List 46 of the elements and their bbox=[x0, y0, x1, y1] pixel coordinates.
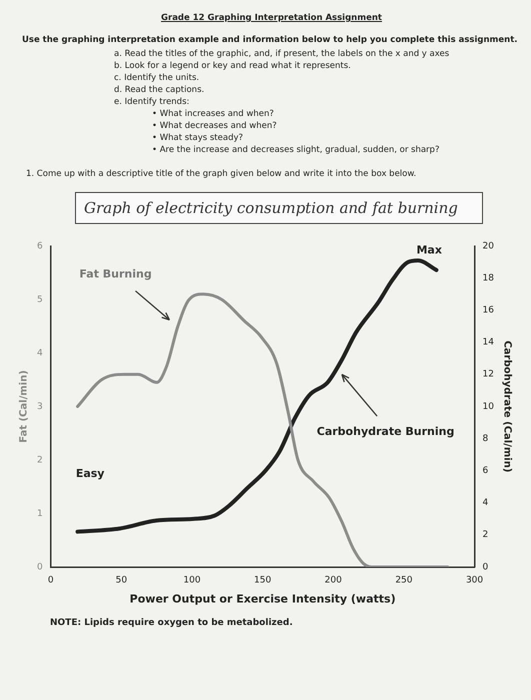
text: b. Look for a legend or key and read what it represents. bbox=[113, 60, 352, 72]
annotation: Easy bbox=[76, 466, 104, 480]
y-tick-label: 0 bbox=[36, 562, 43, 572]
x-tick-label: 250 bbox=[395, 576, 413, 586]
y-tick-label: 3 bbox=[36, 402, 43, 412]
y-tick-label: 4 bbox=[36, 348, 43, 358]
x-tick-label: 200 bbox=[324, 576, 342, 586]
y-tick-label: 6 bbox=[36, 241, 43, 252]
y2-tick-label: 14 bbox=[482, 338, 494, 348]
y-tick-label: 5 bbox=[36, 294, 43, 305]
text: Use the graphing interpretation example and information below to help you complete this assignment. bbox=[22, 34, 518, 46]
chart-title: Graph of electricity consumption and fat burning bbox=[75, 192, 483, 224]
x-tick-label: 0 bbox=[48, 576, 54, 586]
text: NOTE: Lipids require oxygen to be metabolized. bbox=[49, 617, 294, 628]
text: • What stays steady? bbox=[151, 132, 244, 144]
x-tick-label: 50 bbox=[116, 576, 128, 586]
annotation: Fat Burning bbox=[79, 268, 152, 281]
text: • What decreases and when? bbox=[151, 120, 278, 132]
y2-tick-label: 0 bbox=[482, 562, 489, 572]
y2-tick-label: 4 bbox=[482, 498, 489, 508]
text: d. Read the captions. bbox=[113, 84, 206, 96]
y-axis-title: Fat (Cal/min) bbox=[18, 370, 30, 443]
y-tick-label: 1 bbox=[36, 508, 43, 519]
text: e. Identify trends: bbox=[113, 96, 190, 108]
text: • Are the increase and decreases slight, gradual, sudden, or sharp? bbox=[151, 144, 440, 156]
x-tick-label: 150 bbox=[254, 576, 272, 586]
x-tick-label: 100 bbox=[183, 576, 201, 586]
y2-axis-title: Carbohydrate (Cal/min) bbox=[501, 340, 512, 472]
y2-tick-label: 20 bbox=[482, 241, 494, 252]
y2-tick-label: 16 bbox=[482, 306, 494, 316]
text: Grade 12 Graphing Interpretation Assignment bbox=[160, 12, 383, 24]
y2-tick-label: 6 bbox=[482, 466, 489, 476]
y2-tick-label: 8 bbox=[482, 434, 489, 444]
y2-tick-label: 2 bbox=[482, 530, 488, 540]
annotation: Carbohydrate Burning bbox=[316, 425, 454, 438]
x-axis-title: Power Output or Exercise Intensity (watts) bbox=[130, 592, 396, 606]
text: 1. Come up with a descriptive title of the graph given below and write it into the box below. bbox=[25, 168, 418, 180]
text: a. Read the titles of the graphic, and, if present, the labels on the x and y axes bbox=[113, 48, 450, 60]
annotation: Max bbox=[416, 244, 442, 257]
y2-tick-label: 10 bbox=[482, 402, 494, 412]
text: • What increases and when? bbox=[151, 108, 275, 120]
y2-tick-label: 12 bbox=[482, 370, 494, 380]
x-tick-label: 300 bbox=[466, 576, 484, 586]
text: c. Identify the units. bbox=[113, 72, 200, 84]
y2-tick-label: 18 bbox=[482, 273, 494, 284]
y-tick-label: 2 bbox=[36, 455, 43, 466]
